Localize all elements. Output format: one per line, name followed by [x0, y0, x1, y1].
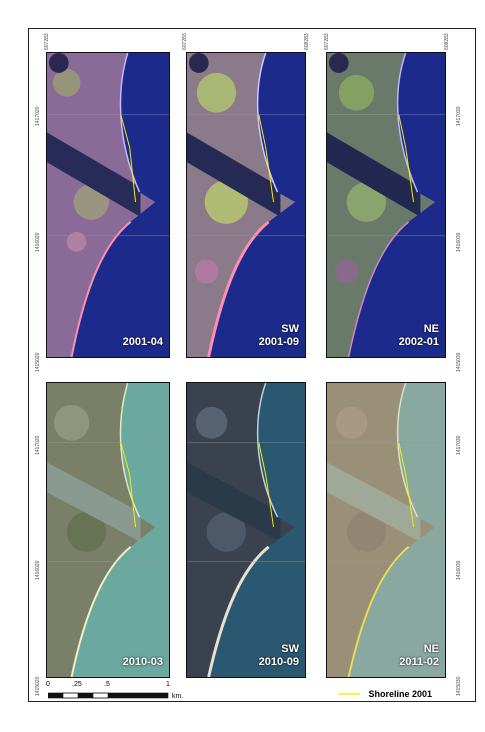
- panel-date: 2001-09: [258, 336, 299, 348]
- satellite-panel-2010-09: SW 2010-09: [186, 382, 306, 678]
- shoreline-legend-swatch: [338, 693, 360, 695]
- y-coord-label: 1416020: [35, 232, 41, 252]
- scale-unit: km.: [172, 693, 184, 700]
- satellite-panel-2010-03: 2010-03: [46, 382, 170, 678]
- satellite-panel-2002-01: NE 2002-01: [326, 52, 446, 358]
- y-coord-label: 1416020: [35, 560, 41, 580]
- x-coord-label: 608283: [304, 33, 310, 50]
- satellite-panel-2001-04: 2001-04: [46, 52, 170, 358]
- panel-direction: SW: [281, 643, 299, 655]
- panel-direction: SW: [281, 323, 299, 335]
- scale-tick-label: 1: [166, 681, 170, 688]
- legend: Shoreline 2001: [338, 685, 432, 703]
- panel-date: 2001-04: [122, 336, 163, 348]
- satellite-panel-2001-09: SW 2001-09: [186, 52, 306, 358]
- panel-date: 2010-03: [122, 656, 163, 668]
- panel-direction: NE: [423, 323, 439, 335]
- y-coord-label: 1416030: [456, 232, 462, 252]
- x-coord-label: 607283: [324, 33, 330, 50]
- x-coord-label: 607283: [182, 33, 188, 50]
- y-coord-label: 1415020: [35, 676, 41, 696]
- panel-date: 2010-09: [258, 656, 299, 668]
- y-coord-label: 1417030: [456, 435, 462, 455]
- y-coord-label: 1415030: [456, 352, 462, 372]
- y-coord-label: 1417030: [456, 106, 462, 126]
- satellite-panel-2011-02: NE 2011-02: [326, 382, 446, 678]
- y-coord-label: 1417020: [35, 435, 41, 455]
- x-coord-label: 608283: [444, 33, 450, 50]
- x-coord-label: 607283: [44, 33, 50, 50]
- y-coord-label: 1415020: [35, 352, 41, 372]
- panel-date: 2011-02: [399, 656, 439, 668]
- scale-tick-label: .25: [72, 681, 82, 688]
- scale-bar: 0 .25 .5 1 km.: [46, 681, 198, 712]
- y-coord-label: 1416030: [456, 560, 462, 580]
- y-coord-label: 1417020: [35, 106, 41, 126]
- scale-tick-label: 0: [46, 681, 50, 688]
- legend-label: Shoreline 2001: [368, 688, 432, 699]
- scale-tick-label: .5: [104, 681, 110, 688]
- y-coord-label: 1415030: [456, 676, 462, 696]
- panel-date: 2002-01: [398, 336, 439, 348]
- panel-direction: NE: [423, 643, 439, 655]
